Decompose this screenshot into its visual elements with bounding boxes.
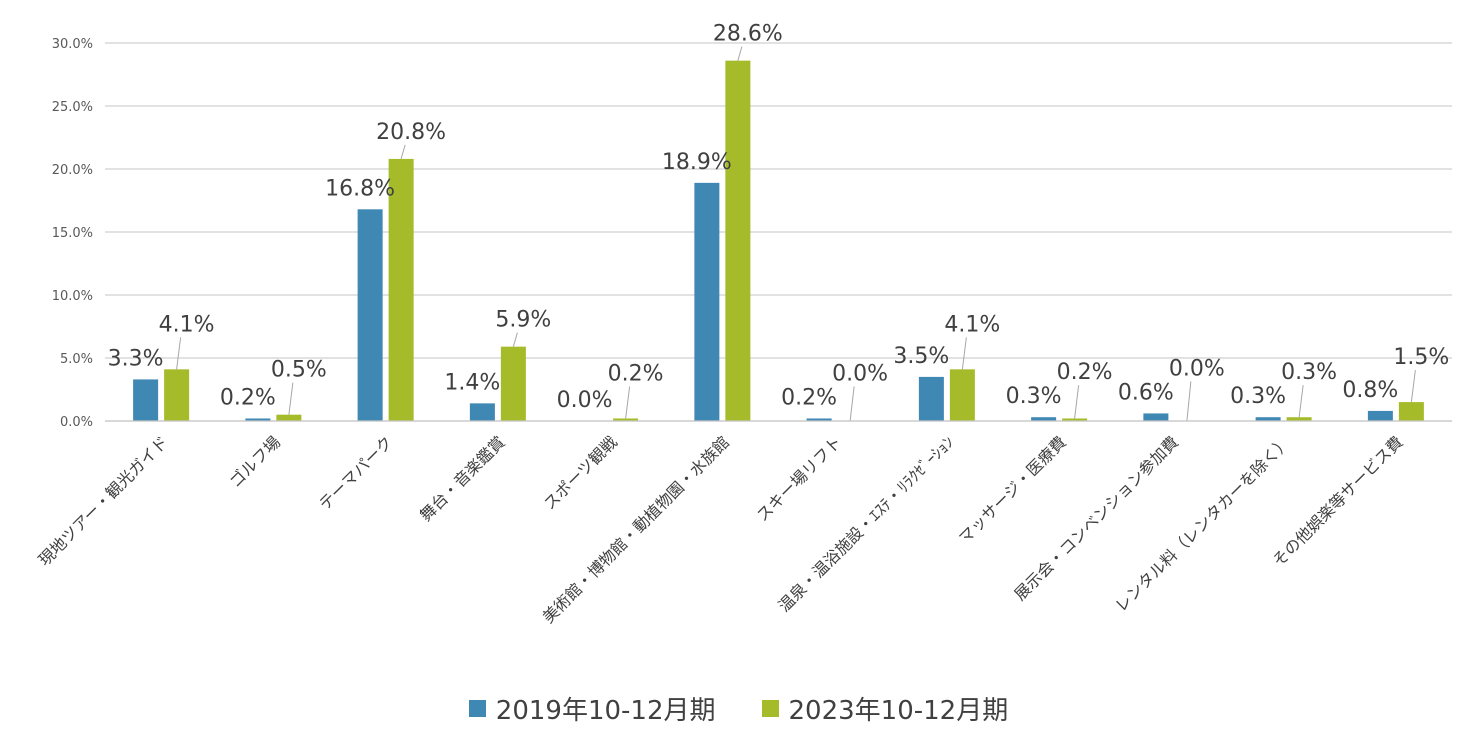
bar-series-1 bbox=[133, 379, 159, 421]
data-label-series-2: 5.9% bbox=[495, 308, 551, 333]
legend: 2019年10-12月期 2023年10-12月期 bbox=[0, 690, 1477, 727]
legend-swatch-series-2 bbox=[761, 700, 779, 717]
bar-series-1 bbox=[1031, 417, 1057, 421]
data-label-series-2: 4.1% bbox=[944, 312, 1000, 337]
data-label-series-2: 20.8% bbox=[376, 120, 446, 145]
bar-series-1 bbox=[469, 403, 495, 421]
data-label-series-2: 28.6% bbox=[713, 22, 783, 47]
leader-line bbox=[1186, 381, 1192, 422]
leader-line bbox=[961, 337, 967, 370]
bar-series-1 bbox=[245, 418, 271, 421]
bar-series-2 bbox=[164, 369, 190, 421]
data-label-series-2: 4.1% bbox=[159, 312, 215, 337]
bar-series-2 bbox=[388, 158, 414, 422]
bar-series-1 bbox=[1255, 417, 1281, 421]
data-label-series-1: 0.2% bbox=[220, 385, 276, 410]
x-tick-label: スポーツ観戦 bbox=[540, 432, 621, 513]
leader-line bbox=[1074, 385, 1080, 419]
x-tick-label: その他娯楽等サービス費 bbox=[1269, 432, 1407, 570]
leader-line bbox=[849, 386, 855, 422]
leader-line bbox=[1298, 385, 1304, 418]
bar-series-1 bbox=[1367, 410, 1393, 421]
leader-line bbox=[400, 144, 406, 160]
bar-series-1 bbox=[918, 376, 944, 421]
bar-chart-svg: 0.0% 5.0% 10.0% 15.0% 20.0% 25.0% 30.0% 3.3% 4.1… bbox=[35, 22, 1452, 627]
data-label-series-1: 3.5% bbox=[893, 344, 949, 369]
x-tick-label: スキー場リフト bbox=[753, 432, 846, 525]
data-label-series-2: 0.3% bbox=[1281, 360, 1337, 385]
bar-series-1 bbox=[806, 418, 832, 421]
data-label-series-1: 0.3% bbox=[1230, 384, 1286, 409]
legend-label-series-2: 2023年10-12月期 bbox=[788, 696, 1009, 726]
data-label-series-1: 0.0% bbox=[557, 388, 613, 413]
y-tick-label: 0.0% bbox=[60, 415, 93, 430]
x-tick-label: テーマパーク bbox=[315, 432, 396, 513]
data-label-series-2: 0.0% bbox=[1169, 356, 1225, 381]
bar-series-2 bbox=[949, 369, 975, 421]
x-tick-label: 現地ツアー・観光ガイド bbox=[35, 432, 172, 569]
data-label-series-2: 0.5% bbox=[271, 358, 327, 383]
leader-line bbox=[1410, 370, 1416, 403]
data-label-series-1: 0.8% bbox=[1342, 378, 1398, 403]
data-label-series-1: 18.9% bbox=[662, 150, 732, 175]
data-label-series-1: 0.6% bbox=[1118, 380, 1174, 405]
data-label-series-2: 1.5% bbox=[1393, 345, 1449, 370]
data-label-series-1: 1.4% bbox=[444, 370, 500, 395]
x-tick-label: 美術館・博物館・動植物園・水族館 bbox=[539, 432, 733, 626]
data-label-series-1: 0.2% bbox=[781, 385, 837, 410]
leader-line bbox=[512, 332, 518, 347]
leader-line bbox=[288, 382, 294, 415]
x-tick-label: ゴルフ場 bbox=[226, 432, 285, 491]
data-label-series-2: 0.2% bbox=[608, 361, 664, 386]
bar-series-2 bbox=[1398, 402, 1424, 421]
bar-series-2 bbox=[276, 414, 302, 421]
y-tick-label: 25.0% bbox=[52, 100, 93, 115]
bar-series-2 bbox=[1062, 418, 1088, 421]
bar-series-1 bbox=[694, 182, 720, 421]
x-tick-label: 舞台・音楽鑑賞 bbox=[416, 432, 509, 525]
data-label-series-2: 0.0% bbox=[832, 361, 888, 386]
leader-line bbox=[176, 337, 182, 370]
legend-swatch-series-1 bbox=[468, 700, 486, 717]
bar-series-2 bbox=[613, 418, 639, 421]
legend-item-series-2: 2023年10-12月期 bbox=[761, 690, 1009, 727]
data-label-series-2: 0.2% bbox=[1057, 360, 1113, 385]
legend-label-series-1: 2019年10-12月期 bbox=[495, 696, 716, 726]
y-tick-label: 20.0% bbox=[52, 163, 93, 178]
bar-series-2 bbox=[1286, 417, 1312, 421]
data-label-series-1: 16.8% bbox=[325, 176, 395, 201]
data-label-series-1: 3.3% bbox=[108, 346, 164, 371]
data-label-series-1: 0.3% bbox=[1006, 384, 1062, 409]
x-tick-label: マッサージ・医療費 bbox=[955, 432, 1070, 547]
leader-line bbox=[737, 46, 743, 61]
bar-series-1 bbox=[1143, 413, 1169, 421]
x-tick-label: 温泉・温浴施設・ｴｽﾃ・ﾘﾗｸｾﾞｰｼｮﾝ bbox=[775, 432, 958, 615]
y-tick-label: 5.0% bbox=[60, 352, 93, 367]
x-tick-label: レンタル料（レンタカーを除く） bbox=[1111, 432, 1294, 615]
bar-series-1 bbox=[357, 209, 383, 421]
bar-series-2 bbox=[725, 60, 751, 421]
y-tick-label: 15.0% bbox=[52, 226, 93, 241]
y-tick-label: 10.0% bbox=[52, 289, 93, 304]
leader-line bbox=[625, 386, 631, 419]
y-tick-label: 30.0% bbox=[52, 37, 93, 52]
legend-item-series-1: 2019年10-12月期 bbox=[468, 690, 716, 727]
bar-series-2 bbox=[500, 346, 526, 421]
